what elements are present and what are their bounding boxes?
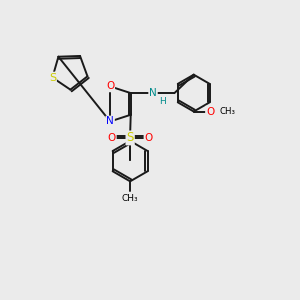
Text: O: O bbox=[144, 133, 153, 143]
Text: CH₃: CH₃ bbox=[220, 107, 236, 116]
Text: H: H bbox=[160, 97, 166, 106]
Text: S: S bbox=[126, 131, 134, 144]
Text: O: O bbox=[106, 81, 114, 92]
Text: O: O bbox=[206, 106, 214, 116]
Text: S: S bbox=[49, 73, 56, 82]
Text: O: O bbox=[108, 133, 116, 143]
Text: N: N bbox=[149, 88, 157, 98]
Text: N: N bbox=[106, 116, 114, 127]
Text: CH₃: CH₃ bbox=[122, 194, 138, 203]
